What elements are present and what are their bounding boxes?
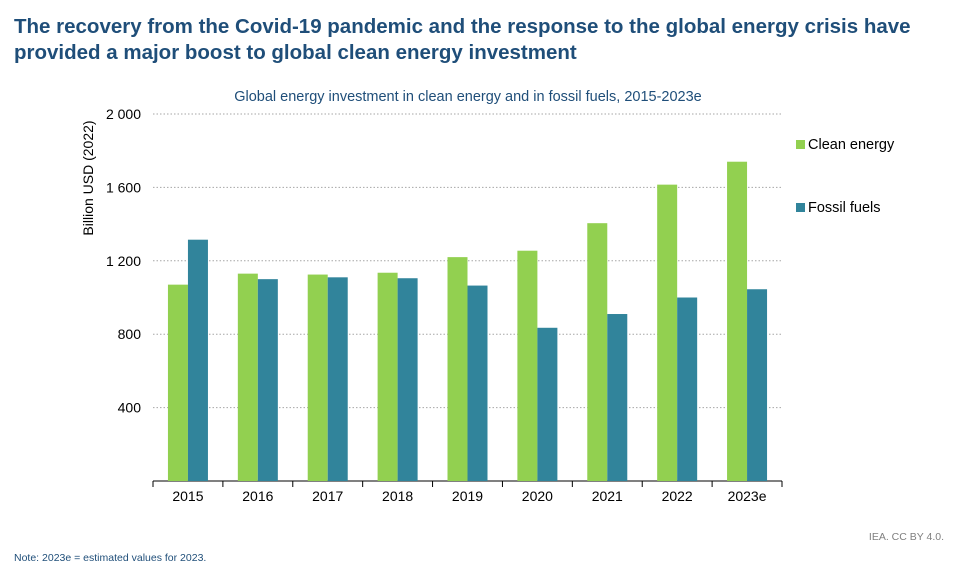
bar-clean-energy: [517, 250, 538, 481]
legend-swatch-clean-energy: [796, 140, 805, 149]
legend-label-clean-energy: Clean energy: [808, 137, 895, 153]
bar-fossil-fuels: [327, 277, 348, 481]
bar-clean-energy: [167, 284, 188, 481]
source-credit: IEA. CC BY 4.0.: [868, 531, 944, 543]
bar-clean-energy: [307, 274, 328, 481]
bar-fossil-fuels: [747, 289, 768, 481]
x-tick-label: 2019: [452, 488, 483, 504]
bar-clean-energy: [377, 272, 398, 481]
x-tick-label: 2020: [522, 488, 553, 504]
bar-fossil-fuels: [467, 285, 488, 481]
legend-swatch-fossil-fuels: [796, 203, 805, 212]
chart-title: Global energy investment in clean energy…: [234, 89, 702, 105]
bar-fossil-fuels: [257, 279, 278, 481]
y-tick-label: 400: [118, 400, 142, 416]
bar-fossil-fuels: [607, 314, 628, 481]
bar-clean-energy: [727, 161, 748, 481]
bar-fossil-fuels: [397, 278, 418, 481]
y-tick-label: 2 000: [106, 106, 141, 122]
footnote: Note: 2023e = estimated values for 2023.: [14, 552, 207, 564]
bar-fossil-fuels: [187, 239, 208, 481]
page-headline: The recovery from the Covid-19 pandemic …: [14, 15, 911, 64]
bar-clean-energy: [237, 273, 258, 481]
bar-clean-energy: [587, 223, 608, 481]
x-tick-label: 2021: [592, 488, 623, 504]
y-tick-label: 1 600: [106, 179, 141, 195]
bar-clean-energy: [447, 257, 468, 481]
x-tick-label: 2017: [312, 488, 343, 504]
bar-clean-energy: [657, 184, 678, 481]
y-tick-label: 800: [118, 326, 142, 342]
bar-fossil-fuels: [677, 297, 698, 481]
y-tick-label: 1 200: [106, 253, 141, 269]
bar-fossil-fuels: [537, 327, 558, 481]
x-tick-label: 2015: [172, 488, 203, 504]
legend-label-fossil-fuels: Fossil fuels: [808, 200, 881, 216]
x-tick-label: 2016: [242, 488, 273, 504]
x-tick-label: 2023e: [728, 488, 767, 504]
x-tick-label: 2022: [662, 488, 693, 504]
x-tick-label: 2018: [382, 488, 413, 504]
